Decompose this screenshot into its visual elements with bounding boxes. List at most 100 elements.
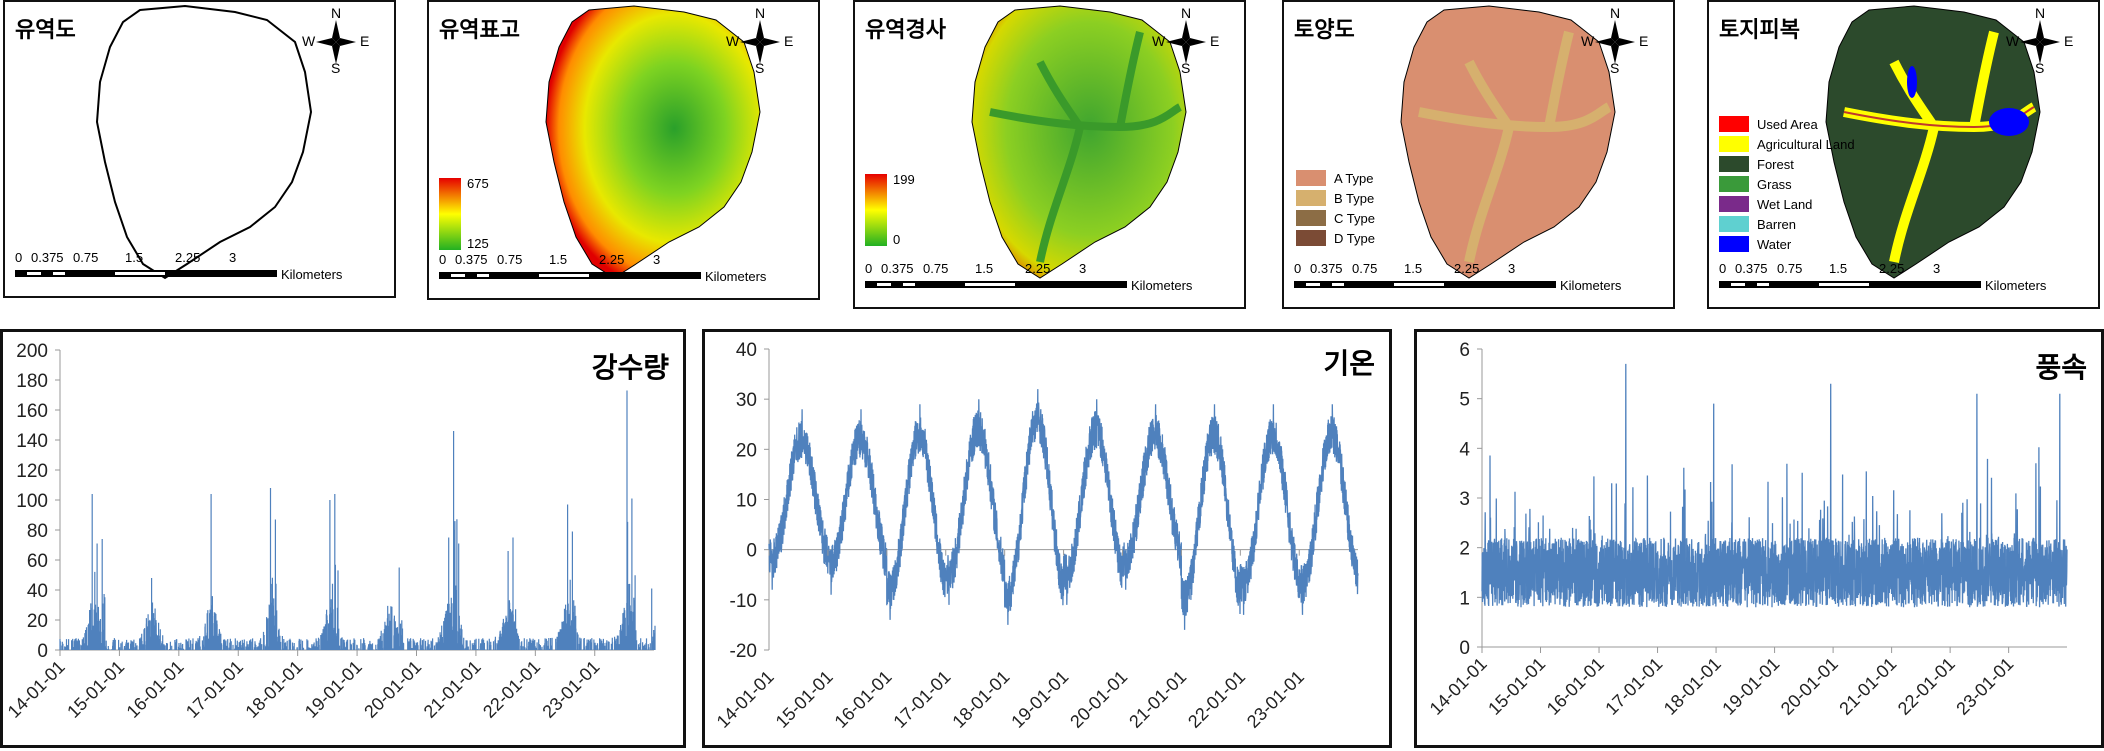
watershed-boundary — [545, 5, 761, 279]
scale-unit: Kilometers — [1131, 278, 1193, 293]
scale-label: 1.5 — [1404, 261, 1423, 276]
compass-e-label: E — [360, 33, 370, 49]
x-tick-label: 23-01-01 — [1952, 654, 2017, 719]
y-tick-label: 1 — [1459, 588, 1470, 609]
compass-n-label: N — [755, 5, 766, 21]
scale-label: 0.375 — [1735, 261, 1768, 276]
scale-label: 3 — [653, 252, 661, 267]
legend-item: C Type — [1296, 208, 1375, 228]
colorbar-min-label: 0 — [893, 232, 901, 247]
legend-item: Barren — [1719, 214, 1855, 234]
y-tick-label: 160 — [16, 401, 48, 422]
scale-label: 1.5 — [549, 252, 568, 267]
scale-label: 0 — [865, 261, 873, 276]
y-tick-label: 6 — [1459, 340, 1470, 361]
x-tick-label: 17-01-01 — [889, 667, 954, 732]
scale-unit: Kilometers — [705, 269, 767, 284]
map-panel-soil: 토양도 N S W E 0 0.375 0.75 1.5 2.25 3 Kilometers A Typ… — [1282, 0, 1675, 309]
scale-label: 0.375 — [881, 261, 914, 276]
legend-item: B Type — [1296, 188, 1375, 208]
x-tick-label: 22-01-01 — [1184, 667, 1249, 732]
legend-label: Barren — [1757, 216, 1797, 232]
colorbar-gradient — [439, 178, 461, 250]
legend-swatch — [1719, 196, 1749, 212]
reservoir-feature — [1907, 66, 1917, 98]
scale-bar: 0 0.375 0.75 1.5 2.25 3 Kilometers — [15, 250, 375, 288]
x-tick-label: 19-01-01 — [1007, 667, 1072, 732]
colorbar-legend: 199 0 — [865, 172, 945, 254]
watershed-map — [95, 4, 313, 280]
legend-item: Used Area — [1719, 114, 1855, 134]
scale-bar: 0 0.375 0.75 1.5 2.25 3 Kilometers — [865, 261, 1225, 299]
y-tick-label: 80 — [27, 521, 48, 542]
scale-label: 2.25 — [1025, 261, 1051, 276]
y-tick-label: 10 — [736, 491, 757, 512]
legend-label: Forest — [1757, 156, 1794, 172]
legend-item: Forest — [1719, 154, 1855, 174]
scale-bar: 0 0.375 0.75 1.5 2.25 3 Kilometers — [1719, 261, 2079, 299]
valley-feature — [1418, 30, 1612, 263]
y-tick-label: 20 — [736, 440, 757, 461]
map-panel-watershed: 유역도 N S W E 0 0.375 0.75 1.5 2.25 3 Kilometers — [3, 0, 396, 298]
legend-item: A Type — [1296, 168, 1375, 188]
scale-label: 0 — [1719, 261, 1727, 276]
chart-title: 풍속 — [2035, 351, 2087, 384]
scale-label: 2.25 — [175, 250, 201, 265]
chart-panel-2: 풍속 0 1 2 3 4 5 6 14-01-01 15-01-01 16-01-01 17-01-0… — [1414, 329, 2104, 748]
scale-label: 1.5 — [1829, 261, 1848, 276]
legend-label: B Type — [1334, 190, 1375, 206]
x-tick-label: 16-01-01 — [1543, 654, 1608, 719]
legend-swatch — [1719, 176, 1749, 192]
temperature-line — [768, 389, 1359, 630]
x-tick-label: 18-01-01 — [241, 657, 306, 722]
legend-label: Used Area — [1757, 116, 1818, 132]
reservoir-feature — [1989, 108, 2029, 136]
x-tick-label: 21-01-01 — [420, 657, 485, 722]
x-tick-label: 20-01-01 — [1066, 667, 1131, 732]
scale-label: 0.75 — [923, 261, 949, 276]
scale-label: 0.75 — [1777, 261, 1803, 276]
legend-swatch — [1719, 136, 1749, 152]
x-tick-label: 21-01-01 — [1125, 667, 1190, 732]
compass-e-label: E — [2064, 33, 2074, 49]
map-panel-slope: 유역경사 N S W E 0 0.375 0.75 1.5 2.25 3 Kilometers 199 0 — [853, 0, 1246, 309]
scale-label: 3 — [1079, 261, 1087, 276]
scale-label: 0.375 — [1310, 261, 1343, 276]
y-tick-label: 200 — [16, 341, 48, 362]
legend-label: C Type — [1334, 210, 1375, 226]
scale-label: 1.5 — [125, 250, 144, 265]
legend-item: D Type — [1296, 228, 1375, 248]
compass-s-label: S — [1181, 60, 1191, 76]
y-tick-label: 60 — [27, 551, 48, 572]
y-tick-label: -20 — [730, 641, 757, 662]
y-tick-label: 30 — [736, 390, 757, 411]
scale-label: 0.75 — [497, 252, 523, 267]
x-tick-label: 21-01-01 — [1835, 654, 1900, 719]
y-tick-label: 180 — [16, 371, 48, 392]
compass-e-label: E — [1210, 33, 1220, 49]
compass-e-label: E — [1639, 33, 1649, 49]
valley-feature — [989, 31, 1183, 263]
scale-label: 2.25 — [599, 252, 625, 267]
scale-bar: 0 0.375 0.75 1.5 2.25 3 Kilometers — [1294, 261, 1654, 299]
x-tick-label: 23-01-01 — [1243, 667, 1308, 732]
legend-label: D Type — [1334, 230, 1375, 246]
scale-unit: Kilometers — [1985, 278, 2047, 293]
y-tick-label: 4 — [1459, 439, 1470, 460]
scale-bar: 0 0.375 0.75 1.5 2.25 3 Kilometers — [439, 252, 799, 290]
legend-swatch — [1296, 230, 1326, 246]
x-tick-label: 18-01-01 — [1660, 654, 1725, 719]
scale-label: 0 — [1294, 261, 1302, 276]
x-tick-label: 15-01-01 — [772, 667, 837, 732]
x-tick-label: 22-01-01 — [479, 657, 544, 722]
y-tick-label: 40 — [27, 581, 48, 602]
legend-swatch — [1719, 116, 1749, 132]
scale-unit: Kilometers — [281, 267, 343, 282]
scale-label: 0.75 — [1352, 261, 1378, 276]
scale-label: 0 — [15, 250, 23, 265]
x-tick-label: 15-01-01 — [1484, 654, 1549, 719]
watershed-map — [971, 5, 1187, 279]
